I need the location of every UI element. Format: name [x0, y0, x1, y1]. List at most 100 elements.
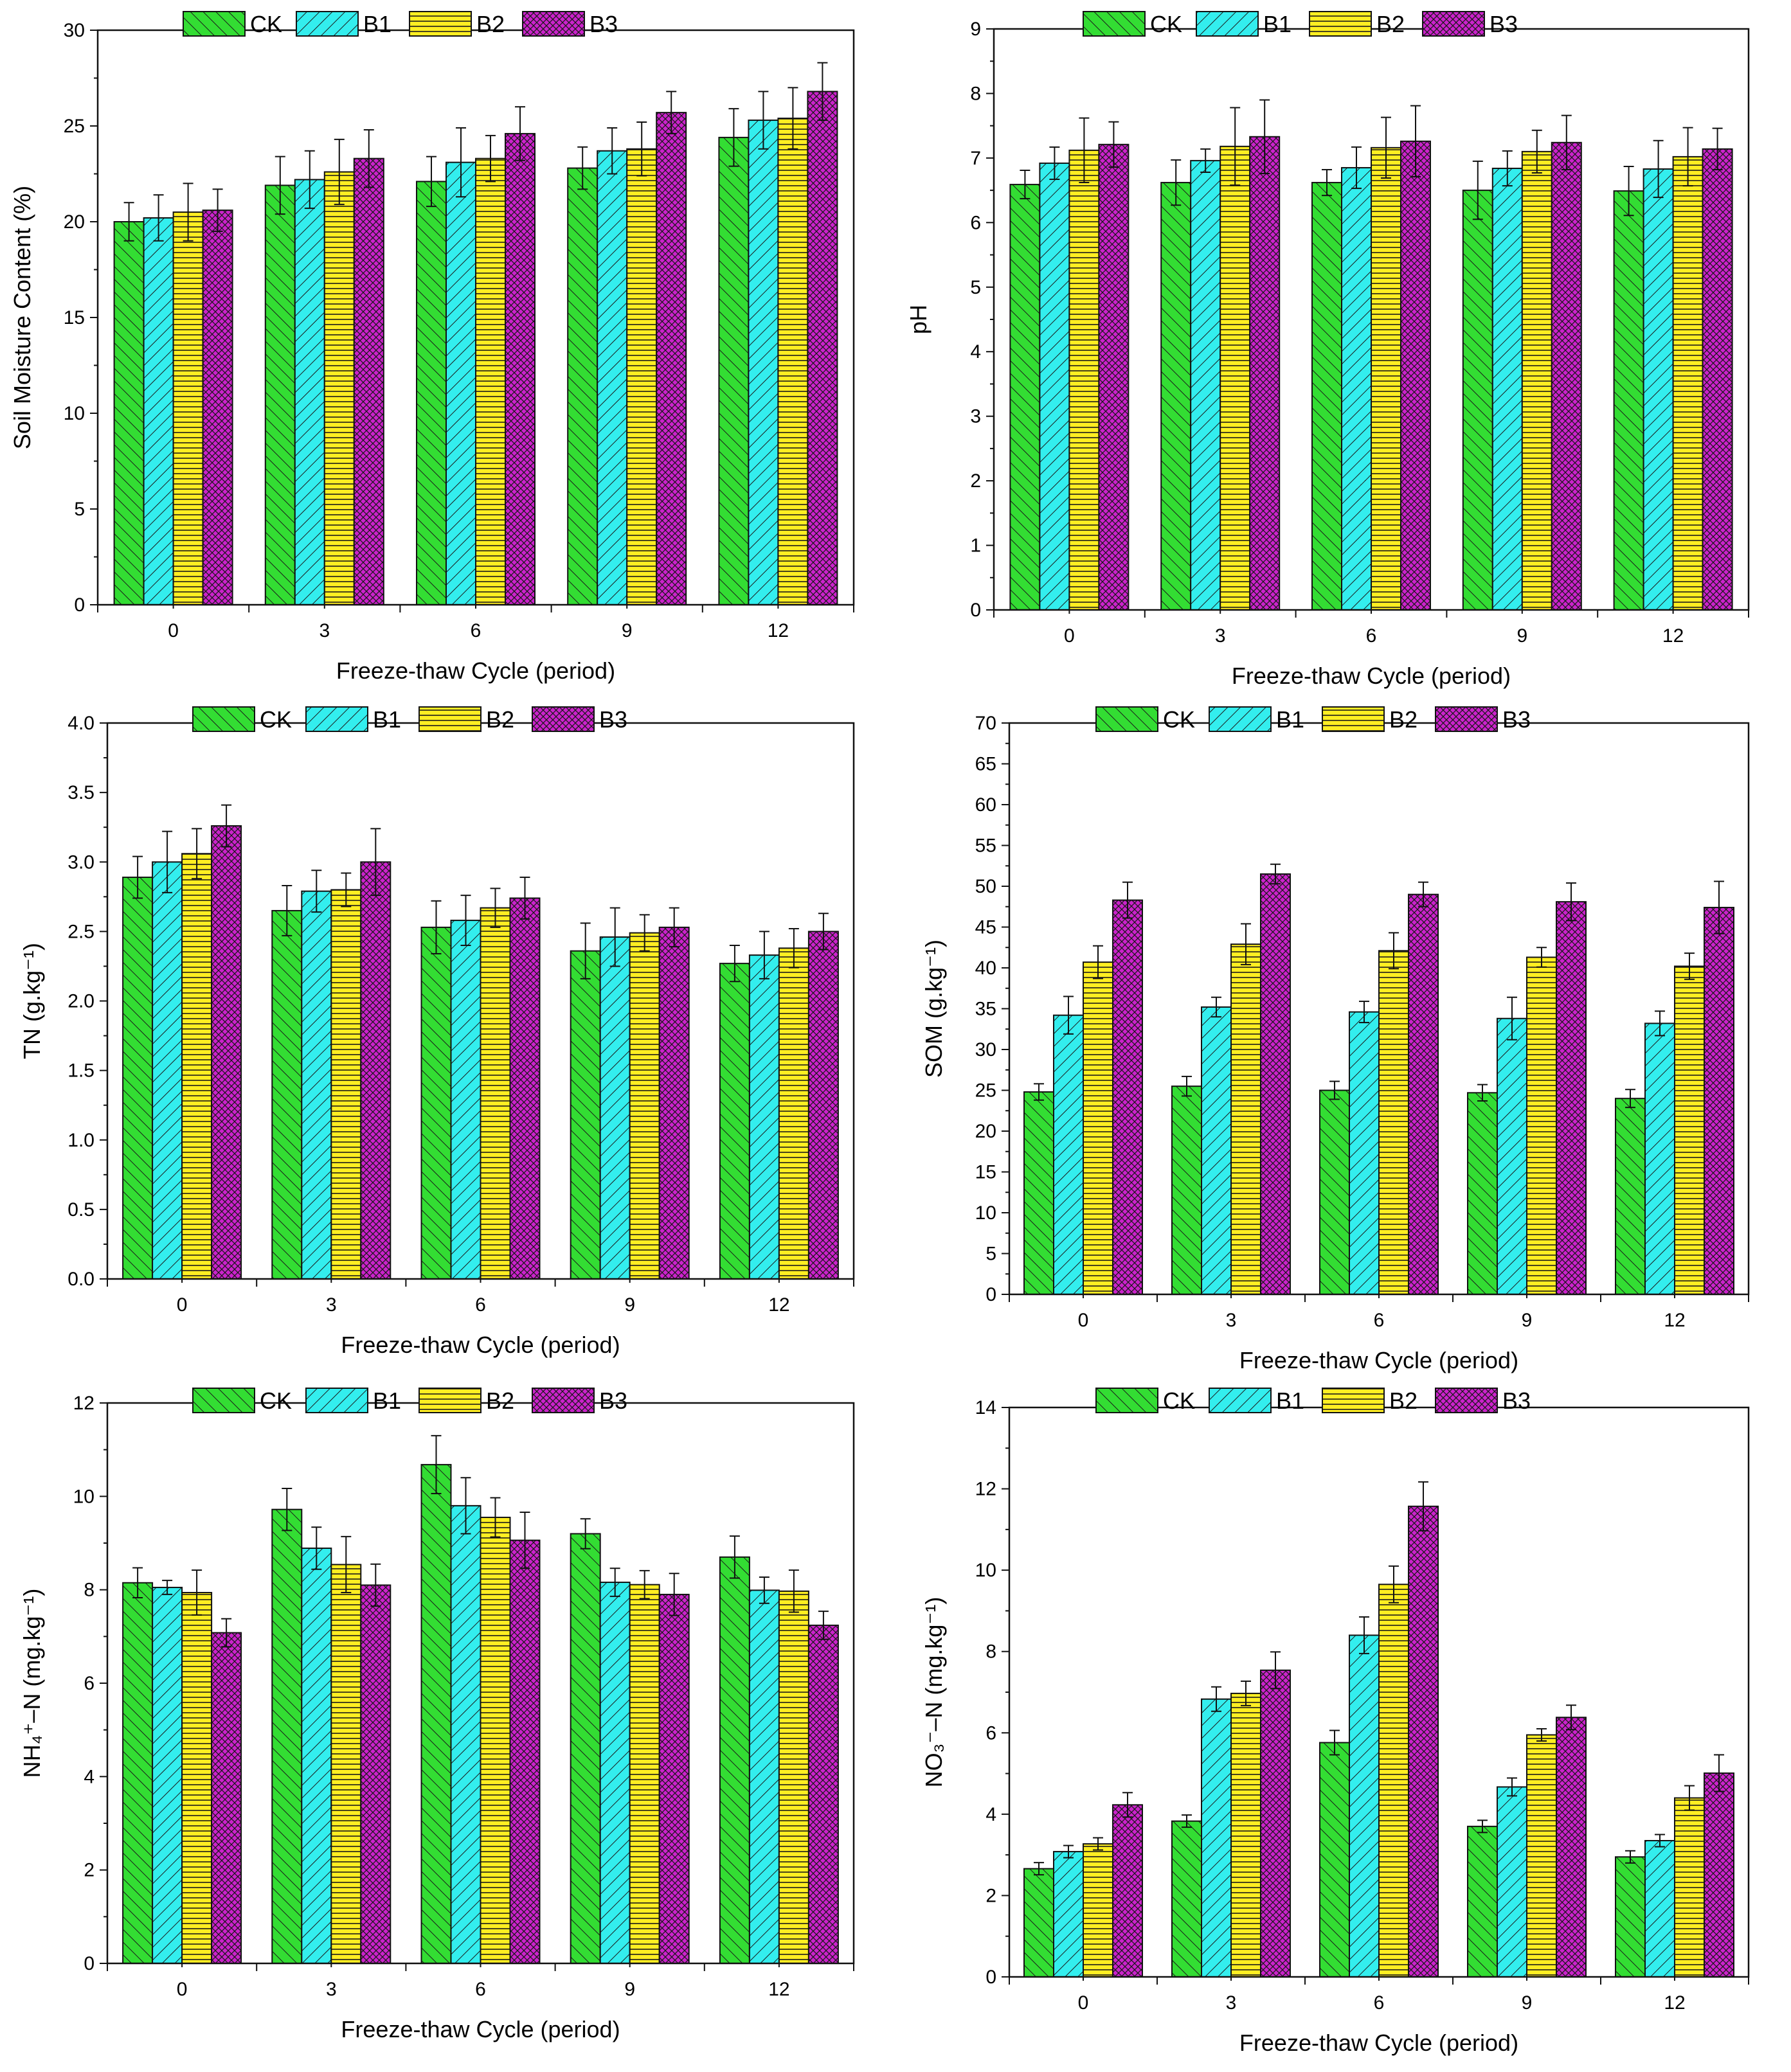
bar-b3-cycle-6: [1408, 893, 1439, 1295]
error-bar-b3-cycle-12: [817, 62, 828, 121]
error-bar-b2-cycle-12: [788, 1569, 799, 1613]
error-bar-b3-cycle-3: [363, 129, 374, 188]
y-tick-label: 6: [986, 1722, 996, 1744]
x-tick-label: 3: [1226, 1992, 1237, 2014]
bar-b2-cycle-9: [629, 1584, 660, 1964]
bar-b1-cycle-9: [597, 150, 628, 606]
y-tick-label: 8: [986, 1641, 996, 1663]
chart-panel-4: 0 5 10 15 20 25 30 35 40 45 50 55 60 65 70 0 3 6 9 12 Freeze…: [921, 706, 1750, 1373]
error-bar-b1-cycle-3: [311, 1526, 322, 1570]
chart-panel-1: 0 5 10 15 20 25 30 0 3 6 9 12 Freeze-thaw Cycle (per…: [9, 11, 855, 684]
legend-label-b3: B3: [590, 11, 618, 37]
error-bar-b3-cycle-6: [1418, 1481, 1428, 1532]
bar-b1-cycle-3: [1201, 1006, 1232, 1295]
legend: CK B1 B2 B3: [183, 11, 618, 37]
bar-b1-cycle-12: [1644, 1023, 1675, 1295]
error-bar-b3-cycle-12: [1714, 880, 1724, 934]
bar-b3-cycle-3: [1260, 873, 1291, 1295]
x-tick-label: 12: [768, 620, 789, 641]
legend-swatch-b2: [419, 1388, 482, 1413]
error-bar-ck-cycle-3: [1171, 159, 1182, 206]
x-tick-label: 6: [1374, 1992, 1385, 2014]
bar-b1-cycle-0: [152, 1587, 183, 1965]
bar-b2-cycle-0: [181, 853, 213, 1280]
legend-label-b1: B1: [363, 11, 392, 37]
error-bar-b3-cycle-0: [221, 804, 232, 848]
error-bar-b3-cycle-9: [1566, 1704, 1576, 1731]
error-bar-b2-cycle-12: [1682, 127, 1693, 187]
bar-ck-cycle-6: [420, 926, 452, 1280]
error-bar-b1-cycle-9: [609, 1567, 620, 1597]
y-tick-label: 1.0: [68, 1130, 94, 1151]
bar-ck-cycle-0: [1009, 184, 1041, 611]
y-tick-label: 4: [970, 341, 981, 362]
error-bar-b2-cycle-0: [1093, 1837, 1103, 1851]
error-bar-ck-cycle-12: [1625, 1089, 1635, 1109]
y-tick-label: 65: [975, 754, 996, 775]
bar-b2-cycle-6: [1371, 147, 1401, 611]
error-bar-b2-cycle-6: [490, 1497, 501, 1538]
error-bar-b3-cycle-12: [1714, 1754, 1724, 1792]
bar-b2-cycle-0: [1068, 149, 1100, 611]
bar-ck-cycle-6: [416, 181, 447, 606]
legend-label-b3: B3: [599, 706, 627, 733]
error-bar-b1-cycle-6: [1351, 146, 1362, 190]
error-bar-b1-cycle-12: [759, 1576, 770, 1604]
bar-b1-cycle-6: [450, 1505, 482, 1965]
y-tick-label: 4: [986, 1804, 996, 1825]
legend-swatch-b2: [419, 706, 482, 732]
error-bar-b2-cycle-3: [1241, 1680, 1251, 1706]
y-tick-label: 8: [970, 83, 981, 104]
y-axis-label: TN (g.kg⁻¹): [19, 943, 45, 1059]
legend-label-b2: B2: [1389, 1388, 1418, 1414]
error-bar-b1-cycle-9: [1502, 150, 1513, 187]
error-bar-ck-cycle-3: [1182, 1814, 1192, 1828]
x-tick-label: 0: [1078, 1992, 1089, 2014]
legend-label-ck: CK: [260, 1388, 292, 1414]
legend-label-b2: B2: [1376, 11, 1405, 37]
y-tick-label: 1.5: [68, 1060, 94, 1082]
bar-b2-cycle-12: [778, 947, 809, 1280]
bar-b3-cycle-3: [360, 1584, 392, 1964]
error-bar-b2-cycle-9: [1531, 129, 1542, 174]
y-tick-label: 2.0: [68, 991, 94, 1012]
bar-b1-cycle-6: [446, 161, 476, 605]
bar-b3-cycle-12: [807, 931, 839, 1280]
error-bar-b2-cycle-12: [788, 928, 799, 969]
bar-b3-cycle-3: [360, 861, 392, 1280]
error-bar-b3-cycle-6: [1418, 881, 1428, 907]
legend-label-ck: CK: [1150, 11, 1182, 37]
legend-swatch-ck: [192, 706, 255, 732]
legend-swatch-ck: [1083, 11, 1146, 37]
x-tick-label: 3: [1215, 625, 1226, 647]
bar-b3-cycle-12: [1704, 1772, 1734, 1978]
error-bar-b1-cycle-0: [1063, 996, 1074, 1035]
y-tick-label: 30: [975, 1039, 996, 1060]
bar-b3-cycle-9: [1551, 141, 1582, 611]
bar-ck-cycle-12: [719, 963, 750, 1280]
error-bar-b1-cycle-6: [1359, 1001, 1369, 1024]
error-bar-b2-cycle-3: [341, 872, 352, 907]
legend-label-b3: B3: [1490, 11, 1518, 37]
x-tick-label: 12: [1664, 1310, 1685, 1331]
bar-ck-cycle-3: [271, 909, 303, 1280]
x-tick-label: 0: [177, 1979, 188, 2000]
bar-b3-cycle-6: [509, 1539, 541, 1964]
legend-swatch-b3: [522, 11, 585, 37]
bar-b3-cycle-12: [1702, 148, 1733, 611]
bar-b1-cycle-6: [450, 920, 482, 1280]
error-bar-b2-cycle-0: [1079, 117, 1090, 184]
legend: CK B1 B2 B3: [1095, 1388, 1531, 1414]
y-tick-label: 20: [975, 1121, 996, 1142]
legend-swatch-b3: [532, 1388, 595, 1413]
error-bar-ck-cycle-6: [426, 156, 437, 208]
y-tick-label: 12: [73, 1393, 94, 1414]
x-tick-label: 3: [1226, 1310, 1237, 1331]
y-tick-label: 20: [64, 211, 85, 233]
y-tick-label: 14: [975, 1397, 996, 1418]
legend-label-b3: B3: [599, 1388, 627, 1414]
x-tick-label: 12: [1664, 1992, 1685, 2014]
legend-swatch-ck: [1095, 706, 1158, 732]
bar-b2-cycle-12: [1674, 1797, 1705, 1978]
